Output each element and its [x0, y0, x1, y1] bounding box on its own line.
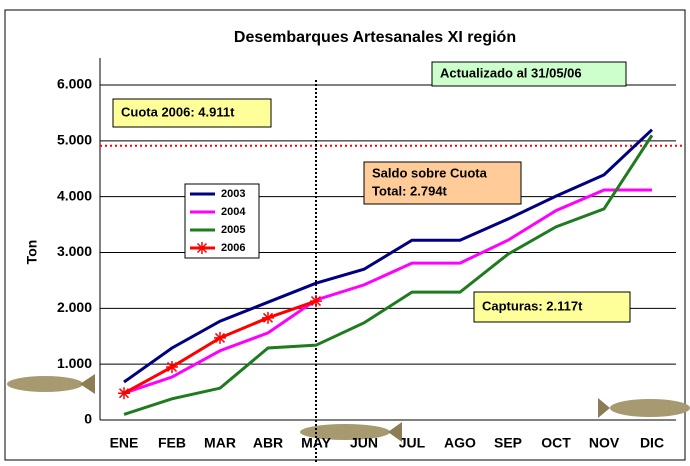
x-tick-label: FEB [158, 435, 186, 451]
y-tick-label: 1.000 [57, 355, 92, 371]
x-tick-label: MAR [204, 435, 236, 451]
x-tick-label: SEP [494, 435, 522, 451]
y-tick-label: 6.000 [57, 76, 92, 92]
annotation-text: Total: 2.794t [372, 183, 448, 198]
annotation-text: Cuota 2006: 4.911t [121, 104, 235, 119]
data-marker [262, 312, 274, 324]
chart-title: Desembarques Artesanales XI región [234, 29, 516, 46]
x-tick-label: NOV [589, 435, 620, 451]
legend-label: 2005 [221, 224, 245, 236]
x-tick-label: JUN [350, 435, 378, 451]
chart: Desembarques Artesanales XI región Ton 0… [0, 0, 690, 466]
x-tick-label: ENE [110, 435, 139, 451]
legend-label: 2004 [221, 206, 246, 218]
annotation-text: Actualizado al 31/05/06 [440, 65, 582, 80]
x-tick-label: DIC [640, 435, 664, 451]
y-tick-label: 2.000 [57, 299, 92, 315]
data-marker [214, 332, 226, 344]
legend-label: 2003 [221, 188, 245, 200]
data-marker [310, 295, 322, 307]
data-marker [118, 387, 130, 399]
y-tick-label: 3.000 [57, 243, 92, 259]
y-tick-label: 0 [84, 411, 92, 427]
y-tick-label: 4.000 [57, 187, 92, 203]
legend-marker [196, 242, 208, 254]
legend-label: 2006 [221, 242, 245, 254]
x-tick-label: OCT [541, 435, 571, 451]
x-tick-label: AGO [444, 435, 476, 451]
x-tick-label: JUL [399, 435, 426, 451]
y-tick-label: 5.000 [57, 132, 92, 148]
data-marker [166, 361, 178, 373]
y-axis-label: Ton [24, 240, 40, 265]
annotation-text: Saldo sobre Cuota [372, 165, 488, 180]
annotation-text: Capturas: 2.117t [482, 298, 583, 313]
x-tick-label: ABR [253, 435, 283, 451]
